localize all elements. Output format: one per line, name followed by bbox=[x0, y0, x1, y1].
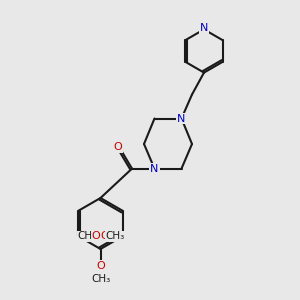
Text: CH₃: CH₃ bbox=[77, 231, 97, 241]
Text: N: N bbox=[177, 113, 186, 124]
Text: O: O bbox=[96, 261, 105, 271]
Text: N: N bbox=[150, 164, 159, 174]
Text: CH₃: CH₃ bbox=[91, 274, 110, 284]
Text: N: N bbox=[200, 23, 208, 33]
Text: O: O bbox=[92, 231, 100, 241]
Text: CH₃: CH₃ bbox=[105, 231, 125, 241]
Text: O: O bbox=[114, 142, 123, 152]
Text: O: O bbox=[101, 231, 110, 241]
